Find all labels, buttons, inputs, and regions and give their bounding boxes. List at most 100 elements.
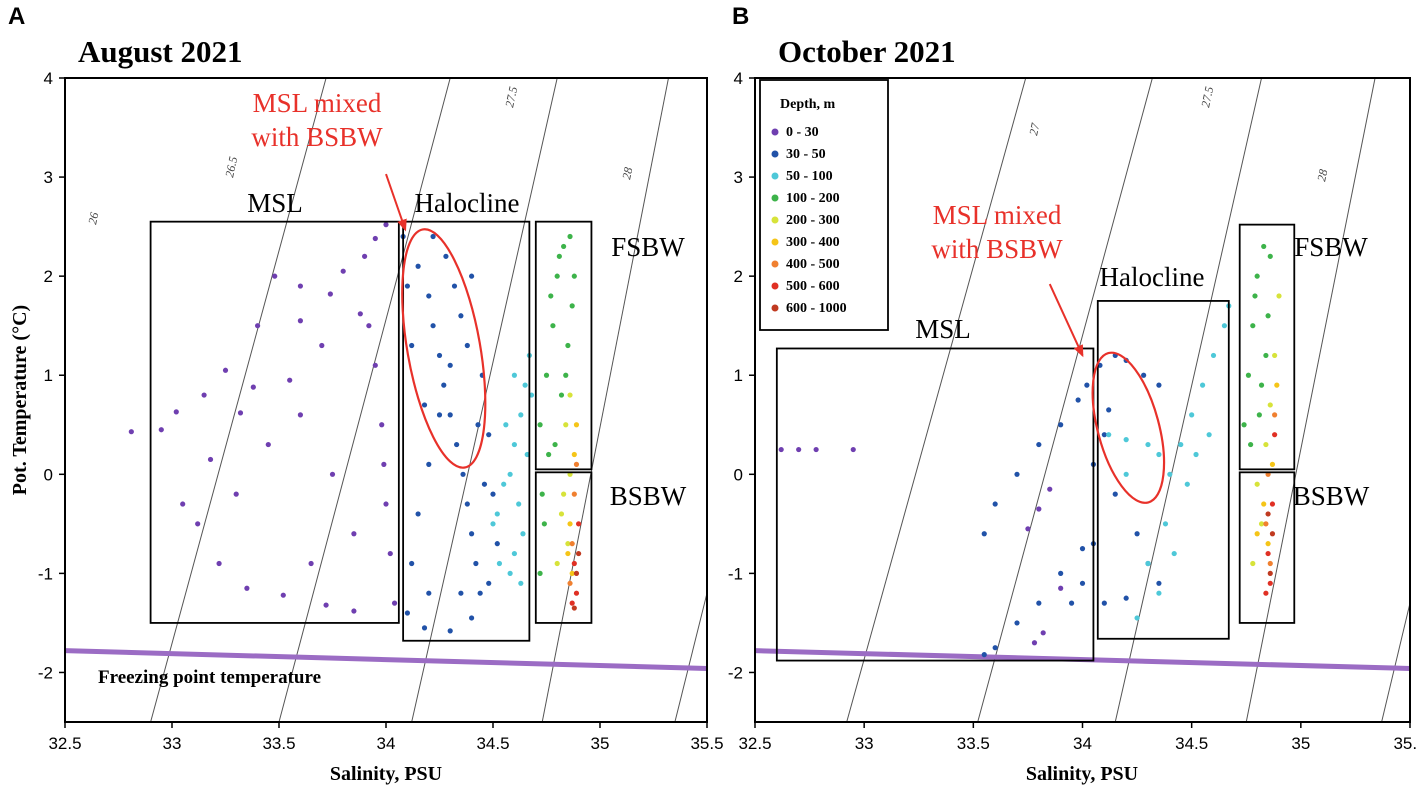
data-point <box>1068 600 1075 606</box>
region-label-fsbw: FSBW <box>611 232 685 262</box>
data-point <box>1079 580 1086 586</box>
data-point <box>329 471 336 477</box>
data-point <box>1276 293 1282 299</box>
data-point <box>576 550 582 557</box>
data-point <box>1252 293 1258 299</box>
legend-box <box>759 79 889 331</box>
data-point <box>477 590 483 596</box>
y-tick-label: -2 <box>38 663 53 682</box>
legend-label: 100 - 200 <box>786 191 840 206</box>
legend-label: 300 - 400 <box>786 235 840 250</box>
isopycnal-label: 27.5 <box>1198 85 1216 108</box>
data-point <box>1167 471 1173 477</box>
annotation-arrow <box>1048 283 1084 358</box>
data-point <box>558 511 565 517</box>
data-point <box>576 521 582 527</box>
data-point <box>451 283 458 289</box>
legend-label: 600 - 1000 <box>786 301 847 316</box>
data-point <box>481 481 488 487</box>
data-point <box>464 501 470 507</box>
plot-area <box>65 78 707 722</box>
data-point <box>426 293 432 299</box>
region-box-halocline <box>1096 300 1230 640</box>
data-point <box>415 511 421 517</box>
data-point <box>404 610 410 616</box>
isopycnal-line <box>846 78 1027 722</box>
data-point <box>1274 382 1280 388</box>
legend-label: 50 - 100 <box>786 169 833 184</box>
data-point <box>421 625 428 631</box>
data-point <box>383 501 389 507</box>
data-point <box>1267 570 1273 576</box>
data-point <box>1254 273 1260 279</box>
data-point <box>475 422 481 428</box>
y-tick-label: 0 <box>44 465 53 484</box>
data-point <box>850 446 856 453</box>
y-tick-label: 3 <box>734 168 743 187</box>
data-point <box>387 550 393 557</box>
data-point <box>351 608 357 614</box>
data-point <box>327 291 333 297</box>
y-tick-label: 4 <box>44 69 53 88</box>
data-point <box>569 570 575 576</box>
data-point <box>567 521 573 527</box>
data-point <box>503 422 509 428</box>
data-point <box>1241 422 1247 428</box>
data-point <box>1123 595 1129 601</box>
data-point <box>992 645 998 651</box>
data-point <box>357 311 363 317</box>
data-point <box>1123 471 1129 477</box>
data-point <box>1265 511 1271 517</box>
data-point <box>1269 501 1276 507</box>
freezing-point-line <box>65 648 707 671</box>
data-point <box>573 461 580 467</box>
data-point <box>415 263 421 269</box>
data-point <box>409 342 415 349</box>
data-point <box>1156 590 1162 596</box>
data-point <box>308 560 314 567</box>
data-point <box>507 471 513 477</box>
data-point <box>507 570 513 576</box>
data-point <box>379 422 385 428</box>
x-axis-label: Salinity, PSU <box>1026 763 1138 785</box>
data-point <box>1265 313 1271 319</box>
data-point <box>520 531 526 537</box>
data-point <box>297 318 303 324</box>
data-point <box>1189 412 1195 418</box>
data-point <box>569 541 575 547</box>
data-point <box>518 580 524 586</box>
data-point <box>222 367 229 373</box>
region-label-halocline: Halocline <box>1100 262 1205 292</box>
data-point <box>1141 372 1147 378</box>
data-point <box>486 580 492 586</box>
data-point <box>1265 550 1271 557</box>
data-point <box>552 441 558 448</box>
data-point <box>1256 412 1262 418</box>
data-point <box>1025 526 1031 532</box>
data-point <box>556 253 562 259</box>
data-point <box>447 412 453 418</box>
isopycnal-label: 26 <box>85 211 101 226</box>
y-tick-label: 2 <box>44 267 53 286</box>
data-point <box>436 352 443 359</box>
data-point <box>1199 382 1206 388</box>
x-tick-label: 35.5 <box>690 734 723 753</box>
data-point <box>409 560 415 567</box>
data-point <box>1248 441 1254 448</box>
data-point <box>1079 546 1086 552</box>
x-tick-label: 32.5 <box>48 734 81 753</box>
data-point <box>1040 630 1046 636</box>
annotation-text: MSL mixed <box>933 200 1062 230</box>
y-tick-label: 3 <box>44 168 53 187</box>
isopycnal-line <box>674 593 707 722</box>
data-point <box>460 471 466 477</box>
data-point <box>426 590 432 596</box>
data-point <box>441 382 447 388</box>
data-point <box>1156 451 1162 458</box>
legend-marker <box>771 238 779 246</box>
data-point <box>796 446 802 453</box>
isopycnal-line <box>1381 602 1410 722</box>
data-point <box>1210 352 1217 359</box>
region-label-fsbw: FSBW <box>1294 232 1368 262</box>
